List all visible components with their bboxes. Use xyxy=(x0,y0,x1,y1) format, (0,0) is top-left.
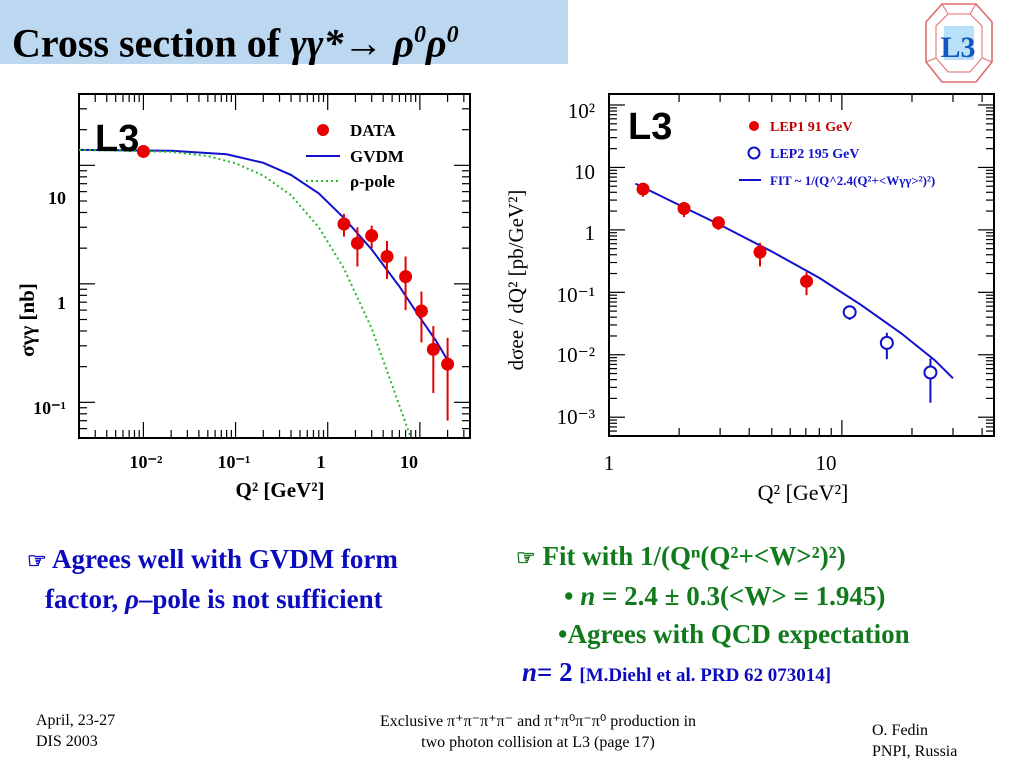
chart-left: L3 DATA GVDM ρ-pole 10 1 10⁻¹ 10⁻² 10⁻¹ … xyxy=(15,93,471,502)
legend-data-label: DATA xyxy=(350,121,396,140)
bullet-right: ☞ Fit with 1/(Qⁿ(Q²+<W>²)²) • n = 2.4 ± … xyxy=(516,537,910,695)
right-ytick-10: 10 xyxy=(574,160,595,184)
title-reaction: γγ*→ ρ xyxy=(290,20,415,66)
legend-lep2-marker xyxy=(747,146,761,160)
right-data-point xyxy=(636,182,650,196)
left-data-point xyxy=(136,144,150,158)
footer-center: Exclusive π⁺π⁻π⁺π⁻ and π⁺π⁰π⁻π⁰ producti… xyxy=(379,713,697,751)
chart-right: L3 LEP1 91 GeV LEP2 195 GeV FIT ~ 1/(Q^2… xyxy=(504,93,995,505)
right-series-line xyxy=(635,182,954,380)
bullet-right-line3: •Agrees with QCD expectation xyxy=(558,619,910,649)
left-ylabel: σγγ [nb] xyxy=(15,283,39,357)
left-xtick-01: 10⁻¹ xyxy=(218,452,251,472)
legend-fit-label: FIT ~ 1/(Q^2.4(Q²+<Wγγ>²)²) xyxy=(770,173,935,188)
slide-title: Cross section of γγ*→ ρ0ρ0 xyxy=(12,8,459,67)
right-data-point-open xyxy=(923,365,938,380)
left-points xyxy=(136,144,455,421)
bullet-left-line1: ☞ Agrees well with GVDM form xyxy=(27,544,398,574)
left-ticks xyxy=(78,93,470,439)
bullet-right-line1: ☞ Fit with 1/(Qⁿ(Q²+<W>²)²) xyxy=(516,541,846,571)
left-series-line xyxy=(78,148,453,368)
left-ytick-1: 1 xyxy=(57,293,66,313)
right-ytick-001: 10⁻² xyxy=(557,343,595,367)
left-legend: DATA GVDM ρ-pole xyxy=(306,121,404,191)
legend-gvdm-label: GVDM xyxy=(350,147,404,166)
right-legend: LEP1 91 GeV LEP2 195 GeV FIT ~ 1/(Q^2.4(… xyxy=(739,120,935,188)
bullet-right-line2: • n = 2.4 ± 0.3(<W> = 1.945) xyxy=(564,581,886,611)
legend-lep1-label: LEP1 91 GeV xyxy=(770,120,852,135)
right-xtick-1: 1 xyxy=(604,451,615,475)
left-ytick-01: 10⁻¹ xyxy=(33,398,66,418)
right-xlabel: Q² [GeV²] xyxy=(758,480,849,505)
left-data-point xyxy=(337,217,351,231)
legend-lep2-label: LEP2 195 GeV xyxy=(770,147,859,162)
left-data-point xyxy=(350,236,364,250)
right-xtick-10: 10 xyxy=(816,451,837,475)
right-ytick-1: 1 xyxy=(585,221,596,245)
right-ytick-01: 10⁻¹ xyxy=(557,283,595,307)
bullet-right-line4: n= 2 [M.Diehl et al. PRD 62 073014] xyxy=(522,657,832,687)
right-data-point xyxy=(677,201,691,215)
legend-data-marker xyxy=(317,124,329,136)
right-data-point xyxy=(753,245,767,259)
right-curves xyxy=(635,182,954,380)
legend-lep1-marker xyxy=(749,121,759,131)
left-series-line xyxy=(78,148,412,439)
right-ytick-100: 10² xyxy=(568,99,595,123)
right-data-point-open xyxy=(879,335,894,350)
left-xlabel: Q² [GeV²] xyxy=(236,478,325,502)
right-data-point-open xyxy=(842,305,857,320)
left-data-point xyxy=(365,229,379,243)
right-data-point xyxy=(800,274,814,288)
title-sup2: 0 xyxy=(446,22,459,48)
left-xtick-001: 10⁻² xyxy=(130,452,163,472)
l3-logo: L3 xyxy=(925,3,993,83)
right-ticks xyxy=(608,94,994,437)
right-ytick-0001: 10⁻³ xyxy=(557,405,595,429)
right-data-point xyxy=(711,216,725,230)
title-rho2: ρ xyxy=(426,20,447,66)
legend-rho-label: ρ-pole xyxy=(350,172,395,191)
footer-date: April, 23-27 DIS 2003 xyxy=(36,712,116,750)
right-ylabel: dσee / dQ² [pb/GeV²] xyxy=(504,190,528,371)
left-data-point xyxy=(426,342,440,356)
left-xtick-1: 1 xyxy=(317,452,326,472)
left-data-point xyxy=(399,270,413,284)
left-panel-label: L3 xyxy=(95,118,139,160)
left-xtick-10: 10 xyxy=(400,452,418,472)
bullet-left-line2: factor, ρ–pole is not sufficient xyxy=(45,584,383,614)
right-points xyxy=(636,182,938,403)
title-bar xyxy=(0,0,568,64)
left-data-point xyxy=(380,250,394,264)
footer-author: O. Fedin PNPI, Russia xyxy=(872,722,958,760)
left-data-point xyxy=(414,304,428,318)
title-sup1: 0 xyxy=(414,22,427,48)
title-prefix: Cross section of xyxy=(12,20,291,66)
left-ytick-10: 10 xyxy=(48,188,66,208)
left-data-point xyxy=(441,357,455,371)
right-panel-label: L3 xyxy=(628,106,672,148)
logo-text: L3 xyxy=(940,31,975,64)
left-curves xyxy=(78,148,453,439)
bullet-left: ☞ Agrees well with GVDM form factor, ρ–p… xyxy=(27,540,398,618)
